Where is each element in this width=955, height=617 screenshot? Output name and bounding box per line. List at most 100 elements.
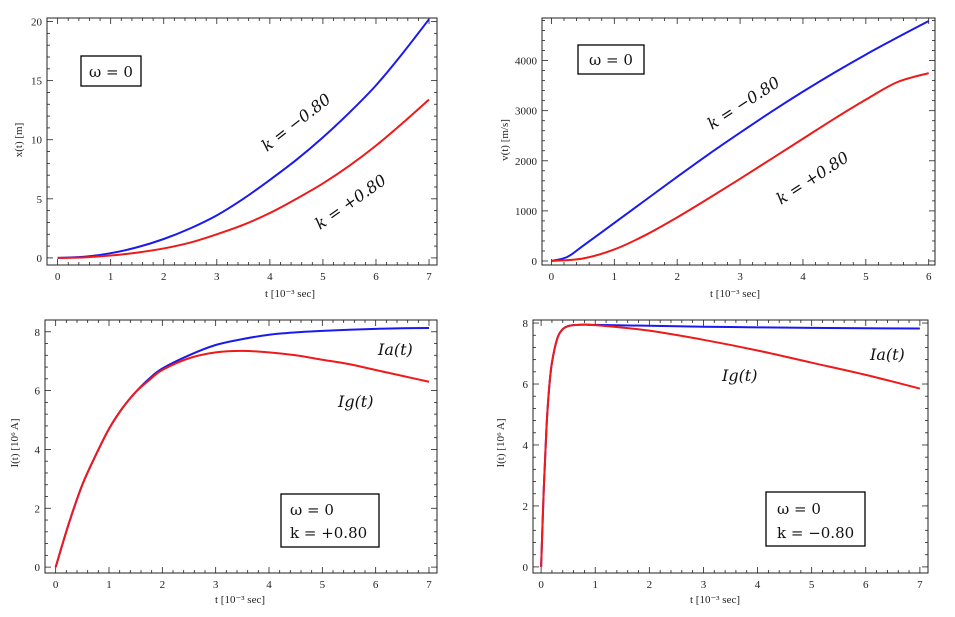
- x-tick-label: 6: [926, 271, 932, 283]
- curve-label-ig: Ig(t): [721, 366, 757, 385]
- x-tick-label: 5: [320, 271, 326, 283]
- series-k-0-80-line: [57, 18, 430, 259]
- y-tick-label: 4: [35, 444, 41, 456]
- legend-box: [280, 493, 380, 548]
- x-tick-label: 1: [108, 271, 114, 283]
- series-k-0-80-line: [551, 72, 929, 262]
- y-axis-label: x(t) [m]: [13, 123, 25, 158]
- curve-label-k-minus: k = −0.80: [258, 90, 335, 156]
- x-tick-label: 3: [701, 579, 707, 591]
- x-tick-label: 0: [53, 579, 59, 591]
- x-tick-label: 3: [214, 271, 220, 283]
- x-tick-label: 7: [426, 271, 432, 283]
- y-tick-label: 10: [31, 135, 43, 147]
- x-ticks: 0 1 2 3 4 5 6: [549, 18, 932, 283]
- x-ticks: 0 1 2 3 4 5 6 7: [55, 18, 432, 283]
- legend-box-line-2: k = +0.80: [290, 524, 367, 542]
- legend-box: [80, 55, 142, 87]
- series-ig-t-line: [540, 323, 921, 567]
- x-tick-label: 5: [809, 579, 815, 591]
- y-tick-label: 0: [35, 562, 41, 574]
- x-ticks: 0 1 2 3 4 5 6 7: [53, 320, 432, 591]
- y-tick-label: 2000: [515, 156, 538, 168]
- x-axis-label: t [10⁻³ sec]: [690, 594, 740, 606]
- series-lines: [540, 323, 921, 567]
- x-tick-label: 4: [266, 579, 272, 591]
- series-lines: [57, 18, 430, 259]
- x-tick-label: 0: [538, 579, 544, 591]
- x-tick-label: 6: [373, 579, 379, 591]
- x-tick-label: 0: [549, 271, 555, 283]
- x-axis-label: t [10⁻³ sec]: [265, 288, 315, 300]
- x-tick-label: 4: [755, 579, 761, 591]
- x-axis-label: t [10⁻³ sec]: [215, 594, 265, 606]
- y-ticks: 0 5 10 15 20: [31, 17, 437, 265]
- curve-label-k-plus: k = +0.80: [311, 171, 389, 234]
- legend-box-line-1: ω = 0: [89, 63, 133, 81]
- y-ticks: 0 2 4 6 8: [35, 319, 437, 574]
- y-tick-label: 20: [31, 17, 43, 29]
- legend-box-line-1: ω = 0: [589, 51, 633, 69]
- x-tick-label: 0: [55, 271, 61, 283]
- x-tick-label: 6: [863, 579, 869, 591]
- x-tick-label: 4: [267, 271, 273, 283]
- series-k-0-80-line: [57, 98, 430, 259]
- y-tick-label: 6: [523, 379, 529, 391]
- plot-frame: [44, 319, 438, 574]
- y-tick-label: 6: [35, 386, 41, 398]
- curve-label-k-minus: k = −0.80: [704, 73, 783, 134]
- x-tick-label: 2: [160, 579, 166, 591]
- chart-i-vs-t-k-minus: 0 1 2 3 4 5 6 7 0 2 4 6 8 t [10⁻³ sec] I(t) [10⁶ A]…: [495, 318, 929, 606]
- plot-frame: [46, 17, 438, 266]
- x-tick-label: 6: [373, 271, 379, 283]
- y-tick-label: 4000: [515, 56, 538, 68]
- x-tick-label: 2: [647, 579, 653, 591]
- x-axis-label: t [10⁻³ sec]: [710, 288, 760, 300]
- y-tick-label: 5: [37, 194, 43, 206]
- series-lines: [54, 326, 430, 568]
- x-ticks: 0 1 2 3 4 5 6 7: [538, 320, 923, 591]
- x-tick-label: 1: [612, 271, 618, 283]
- x-tick-label: 3: [737, 271, 743, 283]
- series-k-0-80-line: [551, 20, 930, 262]
- plot-frame: [541, 17, 936, 266]
- x-tick-label: 1: [106, 579, 112, 591]
- chart-v-vs-t: 0 1 2 3 4 5 6 0 1000 2000 3000 4000 t [10⁻³ sec] v…: [499, 17, 936, 300]
- x-tick-label: 5: [320, 579, 326, 591]
- legend-box: [765, 491, 866, 547]
- y-axis-label: I(t) [10⁶ A]: [9, 418, 21, 467]
- curve-label-ia: Ia(t): [869, 345, 905, 364]
- legend-box-line-1: ω = 0: [777, 500, 821, 518]
- y-tick-label: 3000: [515, 106, 538, 118]
- y-tick-label: 15: [31, 76, 43, 88]
- y-tick-label: 0: [532, 256, 538, 268]
- x-tick-label: 2: [674, 271, 680, 283]
- x-tick-label: 4: [800, 271, 806, 283]
- series-ig-t-line: [54, 349, 430, 568]
- y-tick-label: 0: [523, 562, 529, 574]
- legend-box: [577, 44, 645, 75]
- y-tick-label: 8: [523, 318, 529, 330]
- x-tick-label: 2: [161, 271, 167, 283]
- legend-box-line-2: k = −0.80: [777, 524, 854, 542]
- y-axis-label: I(t) [10⁶ A]: [495, 418, 507, 467]
- x-tick-label: 5: [863, 271, 869, 283]
- x-tick-label: 7: [426, 579, 432, 591]
- y-axis-label: v(t) [m/s]: [499, 119, 511, 161]
- y-tick-label: 8: [35, 327, 41, 339]
- chart-i-vs-t-k-plus: 0 1 2 3 4 5 6 7 0 2 4 6 8 t [10⁻³ sec] I(t) [10⁶ A]…: [9, 319, 438, 606]
- y-ticks: 0 1000 2000 3000 4000: [515, 20, 935, 268]
- y-tick-label: 4: [523, 440, 529, 452]
- y-tick-label: 2: [35, 503, 41, 515]
- x-tick-label: 7: [917, 579, 923, 591]
- plot-frame: [532, 319, 929, 574]
- series-lines: [551, 20, 930, 262]
- y-ticks: 0 2 4 6 8: [523, 318, 928, 574]
- y-tick-label: 0: [37, 253, 43, 265]
- y-tick-label: 2: [523, 501, 529, 513]
- x-tick-label: 3: [213, 579, 219, 591]
- curve-label-ia: Ia(t): [377, 340, 413, 359]
- curve-label-ig: Ig(t): [337, 392, 373, 411]
- y-tick-label: 1000: [515, 206, 538, 218]
